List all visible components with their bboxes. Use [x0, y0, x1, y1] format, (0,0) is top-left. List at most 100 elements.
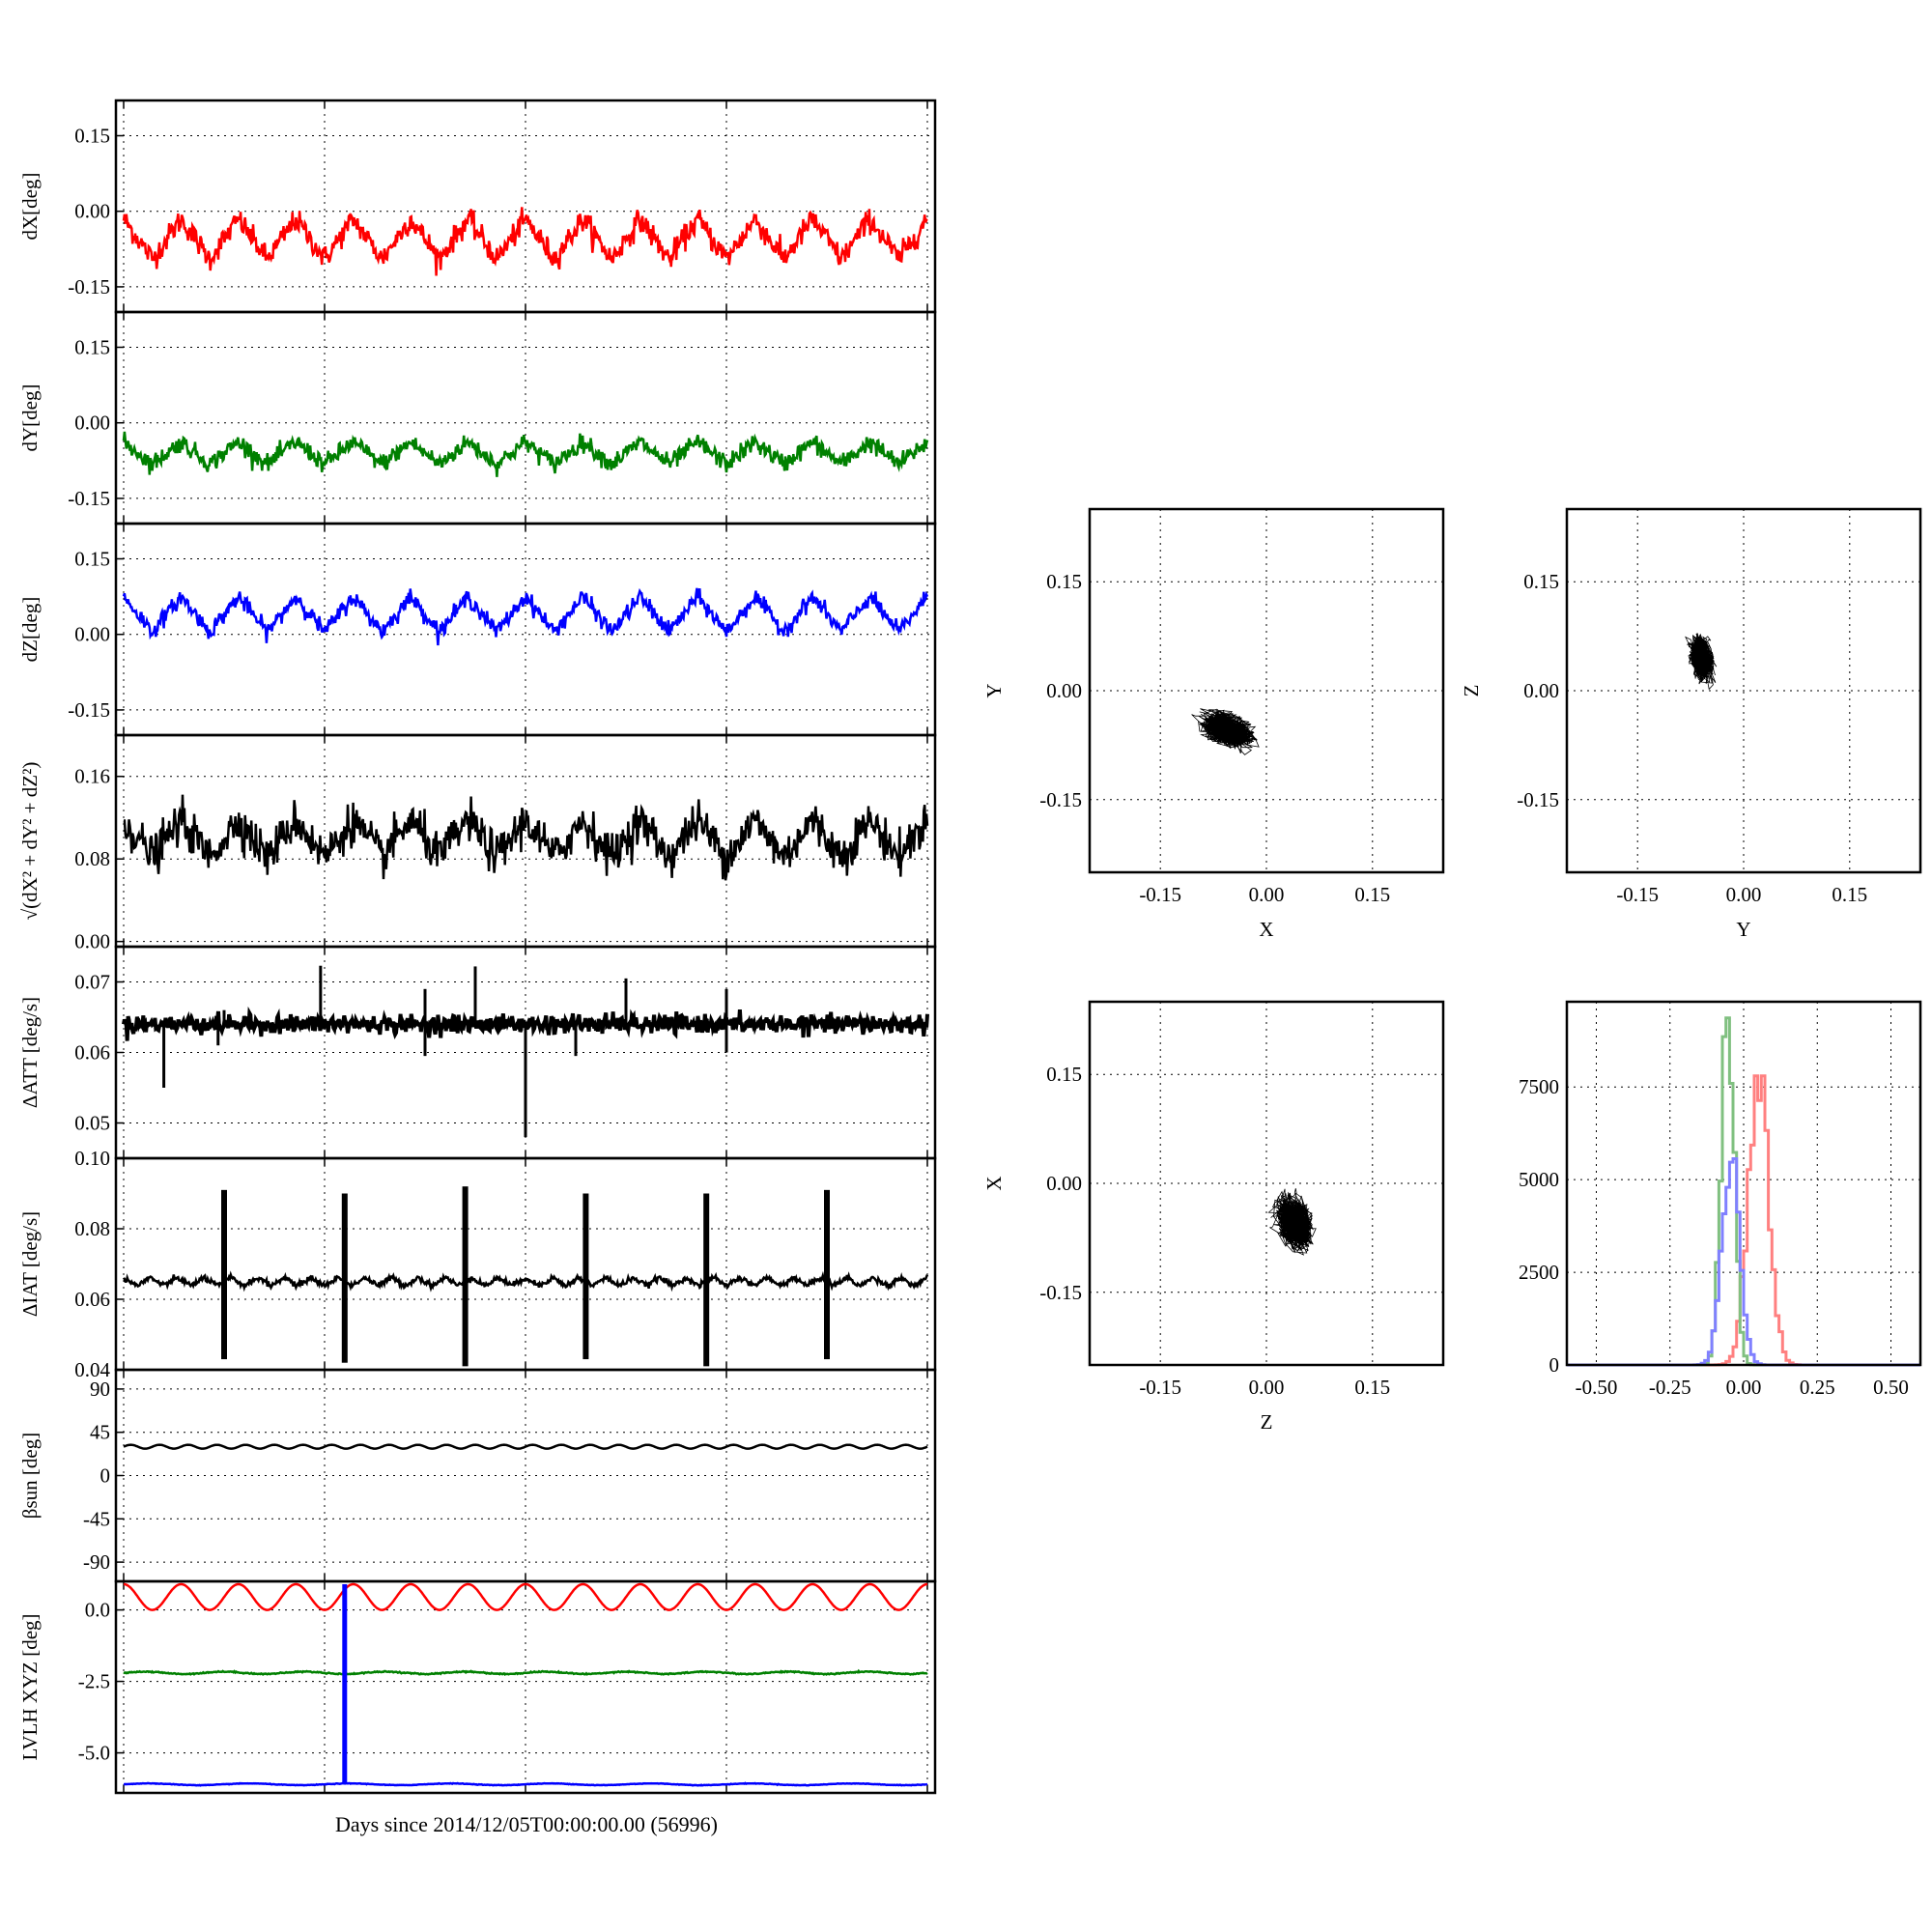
- y-tick-label: 0.15: [74, 125, 110, 148]
- y-tick-label: 0.08: [74, 847, 110, 870]
- series-line: [123, 1443, 928, 1450]
- panel-frame: [114, 733, 937, 949]
- burst: [703, 1193, 710, 1367]
- panel-frame: [114, 310, 937, 526]
- x-tick-label: -0.15: [1616, 883, 1659, 906]
- y-tick-label: 0.00: [74, 623, 110, 646]
- y-tick-label: -0.15: [68, 487, 110, 510]
- series-line: [122, 1270, 929, 1293]
- y-tick-label: 0.15: [1046, 570, 1082, 593]
- y-tick-label: 0: [1549, 1353, 1560, 1377]
- x-axis-label: Z: [1261, 1410, 1273, 1434]
- x-tick-label: -0.15: [1139, 1376, 1181, 1399]
- y-tick-label: 0.00: [1523, 679, 1559, 702]
- panel-frame: [1565, 1000, 1922, 1367]
- burst: [582, 1193, 589, 1360]
- y-tick-label: -90: [83, 1550, 110, 1574]
- panel-frame: [114, 99, 937, 314]
- panel-scatter-zx: -0.15 0.15 0.00 0.00 0.15 -0.15 Z X: [982, 1000, 1445, 1434]
- x-tick-label: 0.00: [1726, 1376, 1762, 1399]
- y-tick-label: 90: [90, 1378, 110, 1401]
- y-tick-label: 0.00: [74, 930, 110, 953]
- y-tick-label: 7500: [1519, 1075, 1559, 1098]
- y-axis-label: βsun [deg]: [18, 1433, 42, 1519]
- y-axis-label: Y: [982, 683, 1006, 697]
- y-tick-label: -0.15: [1039, 788, 1082, 811]
- series-line: [123, 1781, 928, 1787]
- x-tick-label: 0.15: [1832, 883, 1867, 906]
- y-tick-label: 0.07: [74, 971, 110, 994]
- x-tick-label: 0.15: [1354, 1376, 1390, 1399]
- y-axis-label: ΔATT [deg/s]: [18, 997, 42, 1108]
- series-line: [123, 794, 929, 881]
- panel-diat: 0.10 0.08 0.06 0.04 ΔIAT [deg/s]: [18, 1147, 937, 1381]
- histogram-series: [1567, 1074, 1920, 1367]
- panel-dy: 0.15 0.00 -0.15 dY[deg]: [18, 310, 937, 526]
- x-tick-label: 0.50: [1873, 1376, 1909, 1399]
- y-tick-label: 0.0: [85, 1599, 110, 1622]
- y-axis-label: √(dX² + dY² + dZ²): [18, 762, 42, 921]
- y-tick-label: 0.00: [1046, 1172, 1082, 1195]
- scatter-points: [1191, 708, 1260, 755]
- y-axis-label: dX[deg]: [18, 173, 42, 241]
- x-tick-label: -0.50: [1576, 1376, 1618, 1399]
- y-axis-label: X: [982, 1176, 1006, 1190]
- y-tick-label: 0.00: [74, 200, 110, 223]
- panel-frame: [114, 1156, 937, 1372]
- panel-frame: [1565, 507, 1922, 874]
- y-tick-label: -0.15: [1039, 1281, 1082, 1304]
- panel-frame: [114, 1579, 937, 1795]
- y-tick-label: 0.10: [74, 1147, 110, 1170]
- panel-dx: 0.15 0.00 -0.15 dX[deg]: [18, 99, 937, 314]
- panel-frame: [1088, 1000, 1445, 1367]
- y-tick-label: 0.04: [74, 1358, 110, 1381]
- y-tick-label: 0.08: [74, 1217, 110, 1240]
- burst: [824, 1189, 830, 1360]
- series-line: [122, 207, 928, 276]
- series-line: [123, 1668, 928, 1677]
- panel-lvlh: 0.0 -2.5 -5.0 LVLH XYZ [deg]: [18, 1579, 937, 1795]
- y-tick-label: -0.15: [68, 275, 110, 298]
- y-tick-label: 2500: [1519, 1261, 1559, 1284]
- panel-beta: 90 45 0 -45 -90 βsun [deg]: [18, 1368, 937, 1583]
- y-axis-label: Z: [1460, 685, 1483, 697]
- y-tick-label: -5.0: [78, 1742, 110, 1765]
- panel-frame: [114, 522, 937, 737]
- y-tick-label: -0.15: [68, 698, 110, 722]
- x-axis-label: X: [1259, 918, 1273, 941]
- x-tick-label: 0.15: [1354, 883, 1390, 906]
- x-tick-label: -0.25: [1649, 1376, 1691, 1399]
- y-tick-label: 0: [100, 1464, 111, 1488]
- panel-histogram: -0.50 -0.25 0.00 0.25 0.50 7500 5000 2500 0: [1519, 1000, 1922, 1399]
- x-axis-label: Y: [1736, 918, 1750, 941]
- series-line: [122, 1006, 929, 1041]
- y-tick-label: 45: [90, 1421, 110, 1444]
- panel-dz: 0.15 0.00 -0.15 dZ[deg]: [18, 522, 937, 737]
- y-tick-label: 5000: [1519, 1168, 1559, 1191]
- y-tick-label: -45: [83, 1507, 110, 1530]
- panel-datt: 0.07 0.06 0.05 ΔATT [deg/s]: [18, 945, 937, 1160]
- y-axis-label: dY[deg]: [18, 384, 42, 452]
- y-axis-label: LVLH XYZ [deg]: [18, 1613, 42, 1760]
- series-line: [122, 431, 929, 477]
- y-tick-label: 0.15: [1523, 570, 1559, 593]
- y-tick-label: -0.15: [1517, 788, 1559, 811]
- x-tick-label: -0.15: [1139, 883, 1181, 906]
- y-tick-label: 0.05: [74, 1112, 110, 1135]
- series-line: [124, 1582, 927, 1611]
- series-line: [122, 587, 929, 646]
- y-axis-label: ΔIAT [deg/s]: [18, 1211, 42, 1317]
- scatter-points: [1267, 1188, 1317, 1256]
- x-tick-label: 0.25: [1800, 1376, 1835, 1399]
- panel-frame: [1088, 507, 1445, 874]
- panel-dmag: 0.16 0.08 0.00 √(dX² + dY² + dZ²): [18, 733, 937, 953]
- y-tick-label: 0.16: [74, 765, 110, 788]
- x-tick-label: 0.00: [1249, 883, 1285, 906]
- y-axis-label: dZ[deg]: [18, 597, 42, 663]
- burst: [462, 1186, 469, 1367]
- y-tick-label: 0.15: [74, 548, 110, 571]
- x-axis-label: Days since 2014/12/05T00:00:00.00 (56996…: [335, 1812, 718, 1836]
- y-tick-label: 0.15: [1046, 1063, 1082, 1086]
- panel-scatter-xy: -0.15 0.15 0.00 0.00 0.15 -0.15 X Y: [982, 507, 1445, 941]
